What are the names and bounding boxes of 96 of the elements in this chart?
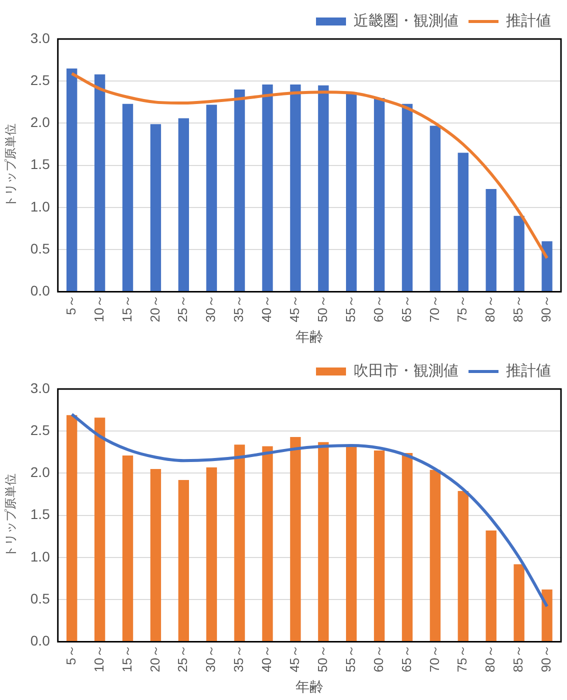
legend-label: 推計値 — [506, 362, 551, 380]
bar — [346, 445, 357, 642]
x-tick-label: 75～ — [454, 294, 470, 322]
x-axis-title: 年齢 — [295, 328, 324, 344]
bar — [262, 84, 273, 292]
bar — [430, 126, 441, 292]
x-tick-label: 85～ — [510, 294, 526, 322]
bar — [486, 188, 496, 292]
x-tick-label: 25～ — [175, 644, 190, 672]
line-series — [70, 72, 549, 260]
bar — [486, 530, 496, 642]
bar — [262, 446, 273, 642]
x-tick-label: 35～ — [231, 294, 246, 322]
bar — [206, 104, 217, 292]
x-tick-label: 65～ — [398, 294, 414, 322]
bar — [150, 124, 162, 292]
x-tick-label: 15～ — [119, 644, 134, 672]
x-tick-label: 55～ — [342, 294, 358, 322]
y-tick-label: 1.5 — [30, 156, 50, 172]
bar — [514, 216, 524, 292]
bar — [458, 152, 469, 292]
x-tick-label: 80～ — [482, 294, 498, 322]
bar — [234, 444, 245, 642]
y-tick-label: 3.0 — [30, 30, 50, 46]
x-tick-label: 30～ — [203, 294, 218, 322]
y-tick-label: 1.0 — [30, 198, 50, 214]
x-tick-label: 30～ — [203, 644, 218, 672]
x-axis-title: 年齢 — [295, 678, 324, 694]
y-tick-label: 2.5 — [30, 72, 50, 88]
x-tick-label: 15～ — [119, 294, 134, 322]
y-tick-label: 2.0 — [30, 114, 50, 130]
y-tick-label: 2.5 — [30, 422, 50, 438]
x-tick-label: 25～ — [175, 294, 190, 322]
bar — [122, 456, 134, 642]
bar — [318, 442, 329, 642]
x-tick-label: 90～ — [538, 294, 554, 322]
bar — [234, 90, 245, 292]
x-tick-label: 20～ — [147, 644, 162, 672]
bar — [374, 450, 385, 642]
x-tick-label: 90～ — [538, 644, 554, 672]
x-tick-label: 70～ — [426, 294, 442, 322]
x-tick-label: 60～ — [370, 644, 386, 672]
bar — [514, 564, 524, 642]
y-axis-title: トリップ原単位 — [4, 123, 18, 208]
bar — [178, 480, 189, 642]
bar — [66, 68, 78, 292]
y-tick-label: 0.5 — [30, 590, 50, 606]
bar — [346, 92, 357, 292]
bar — [94, 418, 106, 642]
bar — [318, 85, 329, 292]
x-tick-label: 65～ — [398, 644, 414, 672]
bar — [402, 104, 413, 292]
y-tick-label: 1.0 — [30, 548, 50, 564]
bar — [122, 104, 134, 292]
y-tick-label: 0.5 — [30, 240, 50, 256]
y-axis-title: トリップ原単位 — [4, 473, 18, 558]
x-tick-label: 60～ — [370, 294, 386, 322]
bar — [290, 437, 301, 642]
line-series — [70, 412, 549, 608]
x-tick-label: 5～ — [63, 644, 78, 665]
x-tick-label: 75～ — [454, 644, 470, 672]
x-tick-label: 55～ — [342, 644, 358, 672]
legend-label: 近畿圏・観測値 — [354, 12, 458, 30]
bar — [206, 467, 217, 642]
x-tick-label: 85～ — [510, 644, 526, 672]
y-tick-label: 3.0 — [30, 380, 50, 396]
y-tick-label: 1.5 — [30, 506, 50, 522]
bar — [458, 490, 469, 642]
bar — [402, 453, 413, 642]
x-tick-label: 50～ — [314, 644, 330, 672]
x-tick-label: 35～ — [231, 644, 246, 672]
x-tick-label: 50～ — [314, 294, 330, 322]
x-tick-label: 40～ — [259, 294, 274, 322]
bar — [66, 415, 78, 642]
x-tick-label: 5～ — [63, 294, 78, 315]
y-tick-label: 0.0 — [30, 632, 50, 649]
legend-label: 吹田市・観測値 — [354, 362, 458, 380]
y-tick-label: 0.0 — [30, 282, 50, 299]
bar — [150, 469, 162, 642]
bar — [542, 590, 552, 642]
x-tick-label: 70～ — [426, 644, 442, 672]
bar — [290, 84, 301, 292]
x-tick-label: 40～ — [259, 644, 274, 672]
bar — [94, 74, 106, 292]
x-tick-label: 10～ — [91, 294, 106, 322]
x-tick-label: 45～ — [287, 294, 302, 322]
x-tick-label: 45～ — [287, 644, 302, 672]
bar — [542, 241, 552, 292]
bar — [430, 470, 441, 642]
legend-label: 推計値 — [506, 12, 551, 30]
bar — [374, 98, 385, 292]
x-tick-label: 80～ — [482, 644, 498, 672]
x-tick-label: 10～ — [91, 644, 106, 672]
bar — [178, 118, 189, 292]
y-tick-label: 2.0 — [30, 464, 50, 480]
x-tick-label: 20～ — [147, 294, 162, 322]
